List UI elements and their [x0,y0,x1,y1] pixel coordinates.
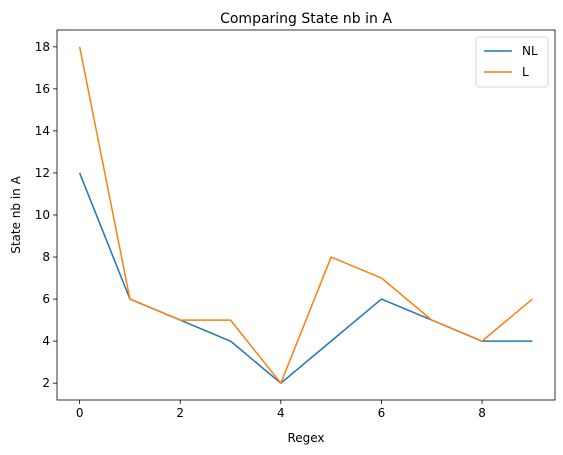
y-tick-label: 12 [35,166,50,180]
x-tick-label: 0 [76,406,84,420]
legend: NL L [475,36,549,88]
y-tick-label: 16 [35,82,50,96]
series-layer [78,46,533,384]
y-axis-label: State nb in A [9,175,23,253]
chart-title: Comparing State nb in A [220,11,392,27]
legend-label-nl: NL [522,44,538,58]
y-axis: 2 4 6 8 10 12 14 16 18 [35,40,57,390]
plot-frame [56,29,556,401]
legend-label-l: L [522,65,529,79]
x-tick-label: 2 [176,406,184,420]
y-tick-label: 2 [42,376,50,390]
x-axis: 0 2 4 6 8 [76,400,486,420]
x-axis-label: Regex [287,431,324,445]
y-tick-label: 6 [42,292,50,306]
y-tick-label: 4 [42,334,50,348]
x-tick-label: 8 [478,406,486,420]
y-tick-label: 10 [35,208,50,222]
legend-box [475,36,549,88]
x-tick-label: 4 [277,406,285,420]
y-tick-label: 8 [42,250,50,264]
x-tick-label: 6 [378,406,386,420]
plot-area [56,29,556,401]
y-tick-label: 14 [35,124,50,138]
series-line-l [78,46,533,384]
y-tick-label: 18 [35,40,50,54]
